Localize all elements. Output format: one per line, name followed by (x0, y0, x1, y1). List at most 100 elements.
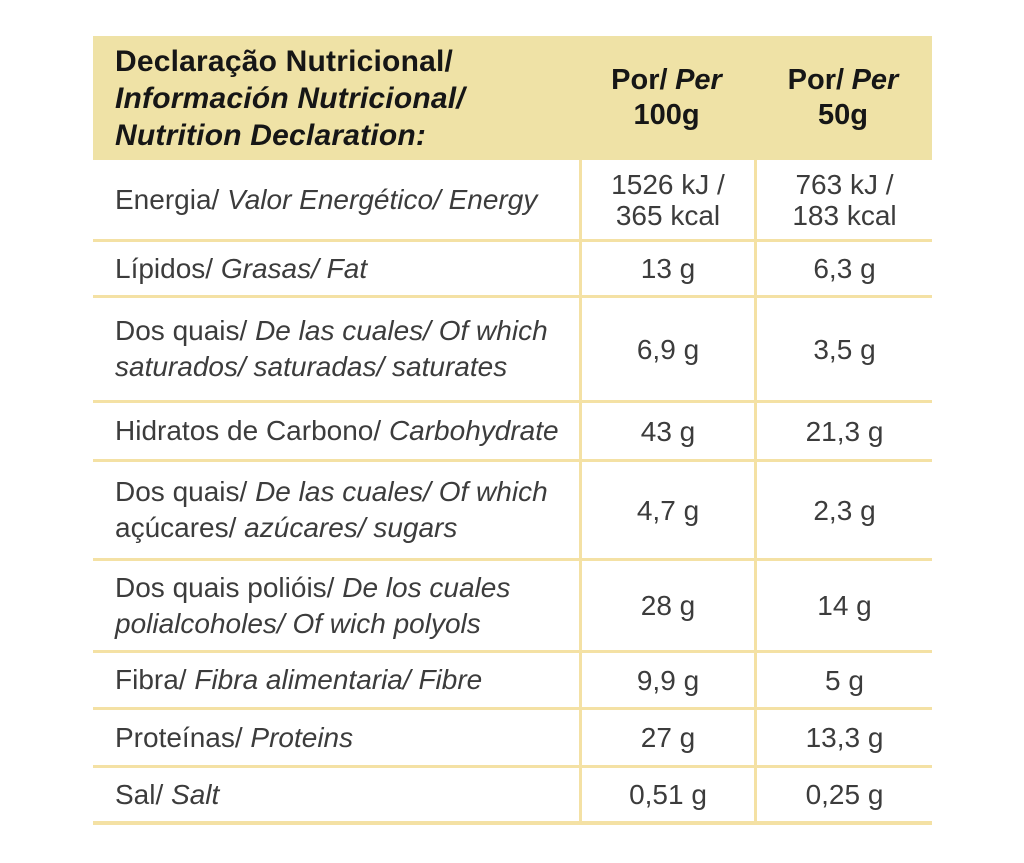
row-label-line: Dos quais polióis/ De los cuales (115, 570, 571, 606)
value-per-50g: 763 kJ /183 kcal (754, 160, 932, 239)
row-label-segment: Energia/ (115, 183, 228, 215)
row-label-segment: Grasas/ Fat (220, 252, 368, 284)
value-line: 0,51 g (629, 779, 707, 810)
table-row: Sal/ Salt 0,51 g 0,25 g (93, 768, 932, 825)
row-label-segment: azúcares/ sugars (244, 512, 458, 543)
value-line: 28 g (640, 590, 696, 621)
row-label: Dos quais polióis/ De los cuales polialco… (93, 561, 579, 650)
value-per-50g: 0,25 g (754, 768, 932, 821)
row-label: Proteínas/ Proteins (93, 710, 579, 765)
value-per-100g: 28 g (579, 561, 754, 650)
col-header-por-text: Por/ (611, 64, 668, 96)
value-line: 365 kcal (615, 199, 721, 231)
row-label: Dos quais/ De las cuales/ Of which satura… (93, 298, 579, 400)
row-label: Sal/ Salt (93, 768, 579, 821)
value-line: 0,25 g (805, 779, 884, 810)
table-row: Dos quais/ De las cuales/ Of which açúcar… (93, 462, 932, 561)
value-per-100g: 6,9 g (579, 298, 754, 400)
value-line: 9,9 g (636, 664, 700, 696)
value-line: 27 g (640, 722, 696, 753)
value-line: 13 g (640, 253, 696, 284)
col-header-por-text: Por/ (787, 64, 845, 96)
value-per-100g: 0,51 g (579, 768, 754, 821)
value-line: 763 kJ / (795, 168, 894, 200)
row-label-line: açúcares/ azúcares/ sugars (115, 510, 571, 546)
table-row: Hidratos de Carbono/ Carbohydrate 43 g 21,… (93, 403, 932, 462)
row-label-line: Energia/ Valor Energético/ Energy (115, 182, 571, 218)
col-header-per-text: Per (851, 64, 899, 96)
value-per-100g: 4,7 g (579, 462, 754, 558)
row-label-segment: Proteínas/ (115, 721, 251, 753)
row-label-line: Proteínas/ Proteins (115, 720, 571, 756)
table-title-line-es: Información Nutricional/ (115, 81, 465, 115)
table-row: Fibra/ Fibra alimentaria/ Fibre 9,9 g 5 g (93, 653, 932, 710)
value-line: 1526 kJ / (611, 168, 725, 200)
table-title: Declaração Nutricional/ Información Nutr… (93, 36, 579, 160)
value-per-100g: 43 g (579, 403, 754, 459)
value-per-50g: 13,3 g (754, 710, 932, 765)
value-per-50g: 5 g (754, 653, 932, 707)
value-line: 183 kcal (792, 199, 897, 231)
row-label: Fibra/ Fibra alimentaria/ Fibre (93, 653, 579, 707)
row-label-segment: Dos quais polióis/ (115, 571, 343, 603)
value-line: 13,3 g (805, 722, 884, 753)
value-per-50g: 2,3 g (754, 462, 932, 558)
row-label-line: Lípidos/ Grasas/ Fat (115, 251, 571, 287)
col-header-50g-amount: 50g (818, 99, 868, 131)
value-line: 5 g (825, 664, 864, 696)
col-header-per-100g: Por/Per 100g (579, 36, 754, 160)
col-header-per-100g-label: Por/Per (611, 63, 722, 98)
value-per-100g: 1526 kJ /365 kcal (579, 160, 754, 239)
value-line: 14 g (817, 590, 872, 621)
row-label-segment: saturados/ saturadas/ saturates (115, 351, 508, 382)
value-per-50g: 14 g (754, 561, 932, 650)
row-label-line: Sal/ Salt (115, 777, 571, 813)
value-line: 43 g (640, 415, 696, 447)
value-per-100g: 27 g (579, 710, 754, 765)
nutrition-table: Declaração Nutricional/ Información Nutr… (93, 36, 932, 825)
table-row: Proteínas/ Proteins 27 g 13,3 g (93, 710, 932, 768)
row-label-segment: De las cuales/ Of which (255, 476, 548, 507)
table-header-band: Declaração Nutricional/ Información Nutr… (93, 36, 932, 160)
row-label-segment: Dos quais/ (115, 476, 256, 507)
table-title-line-en: Nutrition Declaration: (115, 118, 427, 152)
row-label-segment: Carbohydrate (388, 415, 559, 446)
col-header-per-text: Per (675, 64, 722, 96)
table-row: Dos quais polióis/ De los cuales polialco… (93, 561, 932, 653)
row-label-segment: Proteins (250, 721, 354, 753)
row-label-line: polialcoholes/ Of wich polyols (115, 606, 571, 642)
row-label-line: Dos quais/ De las cuales/ Of which (115, 474, 571, 510)
value-per-50g: 21,3 g (754, 403, 932, 459)
value-line: 21,3 g (805, 415, 884, 447)
row-label-segment: açúcares/ (115, 512, 245, 543)
row-label: Lípidos/ Grasas/ Fat (93, 242, 579, 295)
row-label-segment: Dos quais/ (115, 315, 256, 346)
row-label-line: Dos quais/ De las cuales/ Of which (115, 313, 571, 349)
value-line: 6,9 g (636, 333, 700, 365)
row-label-segment: Valor Energético/ Energy (227, 183, 538, 215)
col-header-100g-amount: 100g (633, 99, 700, 131)
table-row: Dos quais/ De las cuales/ Of which satura… (93, 298, 932, 403)
col-header-per-50g: Por/Per 50g (754, 36, 932, 160)
row-label-segment: De las cuales/ Of which (255, 315, 548, 346)
row-label-segment: Fibra/ (115, 664, 195, 695)
table-row: Lípidos/ Grasas/ Fat 13 g 6,3 g (93, 242, 932, 298)
table-body: Energia/ Valor Energético/ Energy 1526 kJ… (93, 160, 932, 825)
row-label-line: Hidratos de Carbono/ Carbohydrate (115, 413, 571, 449)
value-line: 4,7 g (636, 494, 700, 526)
row-label-segment: Sal/ (115, 778, 172, 810)
row-label-segment: De los cuales (342, 571, 511, 603)
value-per-50g: 3,5 g (754, 298, 932, 400)
value-per-50g: 6,3 g (754, 242, 932, 295)
value-line: 3,5 g (813, 333, 876, 365)
value-per-100g: 9,9 g (579, 653, 754, 707)
row-label-line: saturados/ saturadas/ saturates (115, 349, 571, 385)
value-line: 2,3 g (813, 494, 876, 526)
row-label-segment: Salt (171, 778, 220, 810)
col-header-per-50g-label: Por/Per (788, 63, 899, 98)
table-title-line-pt: Declaração Nutricional/ (115, 44, 454, 78)
row-label-segment: Hidratos de Carbono/ (115, 415, 389, 446)
value-line: 6,3 g (813, 253, 876, 284)
row-label: Energia/ Valor Energético/ Energy (93, 160, 579, 239)
